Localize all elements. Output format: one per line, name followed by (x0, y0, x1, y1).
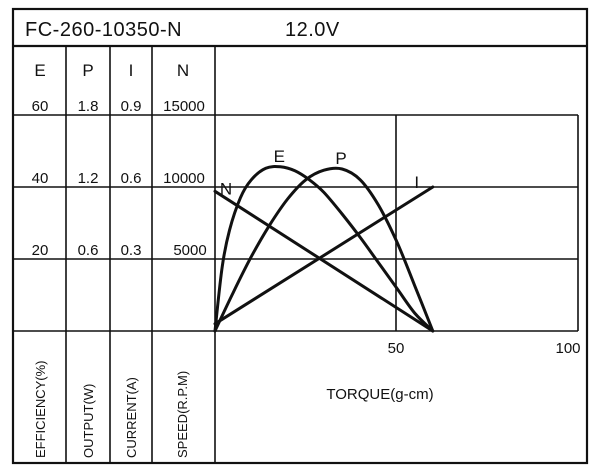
tick-p-0.6: 0.6 (78, 242, 99, 259)
efficiency-axis-label: EFFICIENCY(%) (33, 361, 48, 459)
tick-p-1.2: 1.2 (78, 170, 99, 187)
tick-i-0.9: 0.9 (121, 98, 142, 115)
tick-e-60: 60 (32, 98, 49, 115)
scale-header-p: P (82, 61, 93, 80)
tick-i-0.6: 0.6 (121, 170, 142, 187)
tick-e-20: 20 (32, 242, 49, 259)
tick-e-40: 40 (32, 170, 49, 187)
series-n-label: N (220, 179, 232, 198)
chart-title: FC-260-10350-N (25, 19, 182, 41)
series-i-label: I (414, 173, 419, 192)
series-p-line (213, 166, 435, 333)
x-axis-label: TORQUE(g-cm) (326, 386, 433, 403)
tick-p-1.8: 1.8 (78, 98, 99, 115)
speed-axis-label: SPEED(R.P.M) (175, 371, 190, 458)
current-axis-label: CURRENT(A) (124, 377, 139, 458)
tick-n-5000: 5000 (173, 242, 206, 259)
tick-n-10000: 10000 (163, 170, 205, 187)
outer-frame (11, 7, 589, 465)
x-tick-50: 50 (388, 340, 405, 357)
output-axis-label: OUTPUT(W) (81, 384, 96, 458)
scale-header-n: N (177, 61, 189, 80)
series-i-line (213, 185, 435, 326)
x-tick-100: 100 (555, 340, 580, 357)
series-e-label: E (274, 147, 285, 166)
tick-n-15000: 15000 (163, 98, 205, 115)
series-layer: E P I N (213, 147, 435, 333)
series-e-line (213, 165, 435, 333)
series-n-line (213, 189, 435, 333)
voltage-label: 12.0V (285, 19, 340, 41)
scale-header-i: I (129, 61, 134, 80)
tick-i-0.3: 0.3 (121, 242, 142, 259)
series-p-label: P (335, 149, 346, 168)
scale-header-e: E (34, 61, 45, 80)
